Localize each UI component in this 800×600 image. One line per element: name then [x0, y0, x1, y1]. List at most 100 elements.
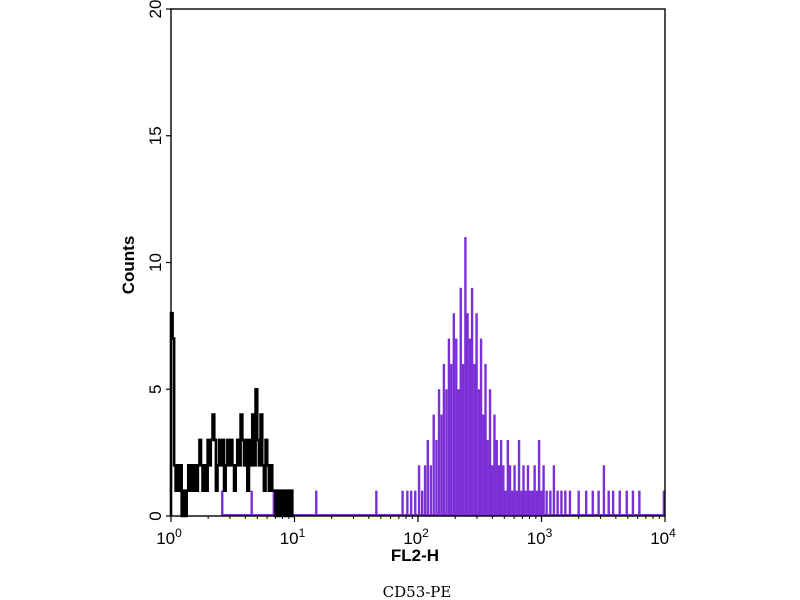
histogram-bar: [470, 287, 474, 516]
histogram-bar: [477, 389, 481, 516]
histogram-bar: [464, 237, 467, 516]
histogram-bar: [564, 490, 567, 516]
histogram-bar: [272, 490, 276, 516]
histogram-bar: [437, 389, 441, 516]
histogram-bar: [529, 490, 532, 516]
histogram-bar: [513, 465, 516, 516]
histogram-bar: [537, 439, 541, 516]
y-axis-ticks: 0 5 10 15 20: [146, 0, 171, 521]
x-tick-label: 103: [527, 526, 553, 548]
histogram-bar: [482, 414, 485, 516]
histogram-bar: [475, 313, 478, 516]
chart-caption: CD53-PE: [383, 583, 452, 600]
histogram-bar: [221, 490, 224, 516]
y-tick-label: 10: [146, 253, 165, 272]
x-axis-ticks: 100 101 102 103 104: [156, 516, 676, 548]
histogram-bar: [662, 490, 666, 516]
histogram-bar: [442, 363, 446, 516]
histogram-bar: [511, 490, 514, 516]
histogram-bar: [560, 490, 563, 516]
histogram-bar: [375, 490, 378, 516]
histogram-bar: [520, 490, 523, 516]
histogram-bar: [625, 490, 628, 516]
histogram-bar: [486, 439, 489, 516]
y-tick-label: 20: [146, 0, 165, 18]
histogram-bar: [504, 490, 507, 516]
y-tick-label: 15: [146, 126, 165, 145]
histogram-bar: [591, 490, 594, 516]
histogram-bar: [549, 490, 552, 516]
histogram-bar: [417, 465, 421, 516]
histogram-bar: [535, 490, 539, 516]
histogram-bar: [250, 490, 253, 516]
x-tick-label: 100: [156, 526, 182, 548]
histogram-bar: [484, 363, 487, 516]
histogram-bar: [568, 490, 572, 516]
histogram-bar: [461, 363, 465, 516]
histogram-bar: [466, 313, 469, 516]
series-black: [169, 311, 295, 518]
histogram-bar: [445, 389, 448, 516]
histogram-bar: [607, 490, 610, 516]
histogram-bar: [611, 490, 615, 516]
histogram-bar: [459, 287, 462, 516]
y-axis-label: Counts: [119, 236, 138, 295]
histogram-bar: [457, 389, 460, 516]
histogram-bar: [540, 490, 543, 516]
histogram-bar: [638, 490, 641, 516]
histogram-bar: [488, 389, 492, 516]
histogram-bar: [522, 465, 525, 516]
histogram-bar: [426, 439, 429, 516]
histogram-bar: [414, 490, 417, 516]
histogram-bar: [499, 439, 503, 516]
histogram-bar: [597, 490, 600, 516]
histogram-bar: [447, 338, 451, 516]
x-tick-label: 101: [280, 526, 306, 548]
histogram-bar: [409, 490, 413, 516]
x-tick-label: 102: [403, 526, 429, 548]
x-axis-label: FL2-H: [391, 546, 439, 565]
histogram-bar: [429, 465, 433, 516]
histogram-bar: [455, 338, 458, 516]
histogram-bar: [495, 439, 498, 516]
histogram-bar: [515, 490, 518, 516]
histogram-bar: [618, 490, 621, 516]
histogram-bar: [517, 439, 521, 516]
histogram-bar: [584, 490, 588, 516]
histogram-bar: [432, 414, 435, 516]
histogram-bar: [502, 465, 505, 516]
histogram-bar: [401, 490, 404, 516]
x-tick-label: 104: [650, 526, 676, 548]
histogram-bar: [577, 490, 580, 516]
histogram-bar: [531, 490, 534, 516]
histogram-bar: [491, 465, 494, 516]
histogram-bar: [545, 490, 548, 516]
histogram-bar: [479, 338, 483, 516]
histogram-bar: [497, 465, 501, 516]
histogram-bar: [631, 490, 635, 516]
histogram-bar: [420, 490, 424, 516]
histogram-bar: [452, 313, 456, 516]
histogram-bar: [508, 465, 512, 516]
histogram-bar: [406, 490, 409, 516]
histogram-bar: [440, 414, 443, 516]
histogram-bar: [556, 490, 559, 516]
histogram-bar: [423, 465, 427, 516]
histogram-bar: [473, 363, 476, 516]
histogram-bar: [450, 363, 453, 516]
histogram-bar: [506, 439, 510, 516]
histogram-bar: [526, 465, 530, 516]
y-tick-label: 0: [146, 511, 165, 520]
histogram-bar: [524, 490, 527, 516]
series-purple: [221, 237, 666, 516]
histogram-outline: [169, 311, 295, 518]
y-tick-label: 5: [146, 385, 165, 394]
histogram-bar: [315, 490, 318, 516]
histogram-bar: [533, 465, 536, 516]
histogram-bar: [542, 465, 545, 516]
histogram-bar: [468, 338, 472, 516]
histogram-bar: [602, 465, 606, 516]
histogram-bar: [552, 465, 556, 516]
histogram-bar: [493, 414, 496, 516]
